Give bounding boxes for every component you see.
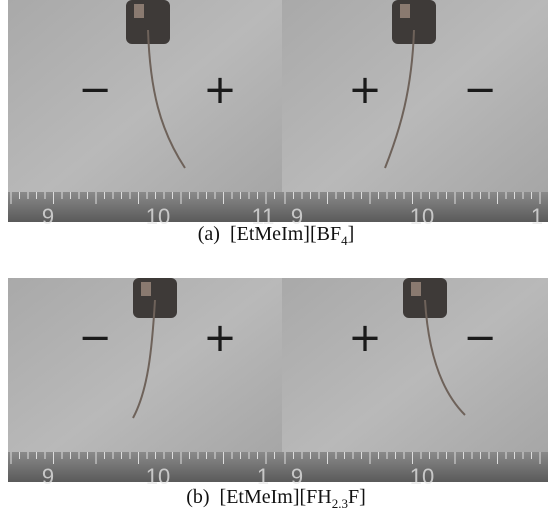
- photo: 9 10 1 + −: [282, 0, 548, 229]
- ruler-number: 9: [291, 204, 303, 229]
- clamp-highlight: [411, 282, 421, 296]
- ruler-number: 10: [410, 204, 434, 229]
- clamp-highlight: [141, 282, 151, 296]
- caption-formula-end: F]: [348, 486, 366, 508]
- photo: 9 10 + −: [282, 278, 548, 489]
- caption-formula: [EtMeIm][BF: [230, 223, 341, 245]
- caption-subscript: 4: [341, 233, 348, 248]
- ruler-number: 1: [257, 464, 269, 489]
- clamp-highlight: [134, 4, 144, 18]
- polarity-sign: −: [463, 315, 497, 361]
- ruler-number: 11: [252, 204, 275, 229]
- actuator-film: [424, 299, 466, 416]
- ruler-number: 9: [42, 204, 54, 229]
- caption-label: (b): [186, 486, 209, 508]
- photo: 9 10 1 − +: [8, 278, 282, 489]
- ruler-number: 9: [42, 464, 54, 489]
- actuator-film: [147, 29, 186, 169]
- caption: (b) [EtMeIm][FH2.3F]: [186, 486, 366, 511]
- photo: 9 10 11 − +: [8, 0, 282, 229]
- polarity-sign: −: [78, 67, 112, 113]
- caption-formula-end: ]: [348, 223, 355, 245]
- clamp-highlight: [400, 4, 410, 18]
- polarity-sign: −: [463, 67, 497, 113]
- ruler-number: 10: [146, 464, 170, 489]
- polarity-sign: +: [203, 67, 237, 113]
- polarity-sign: +: [203, 315, 237, 361]
- caption-formula: [EtMeIm][FH: [220, 486, 332, 508]
- ruler: [282, 192, 548, 222]
- caption-subscript: 2.3: [332, 496, 348, 511]
- actuator-film: [132, 299, 156, 419]
- ruler: [282, 452, 548, 482]
- actuator-film: [384, 29, 415, 169]
- ruler-number: 10: [410, 464, 434, 489]
- caption-label: (a): [198, 223, 220, 245]
- polarity-sign: −: [78, 315, 112, 361]
- polarity-sign: +: [348, 67, 382, 113]
- ruler-number: 10: [146, 204, 170, 229]
- ruler-number: 9: [291, 464, 303, 489]
- ruler-number: 1: [531, 204, 543, 229]
- polarity-sign: +: [348, 315, 382, 361]
- caption: (a) [EtMeIm][BF4]: [198, 223, 354, 248]
